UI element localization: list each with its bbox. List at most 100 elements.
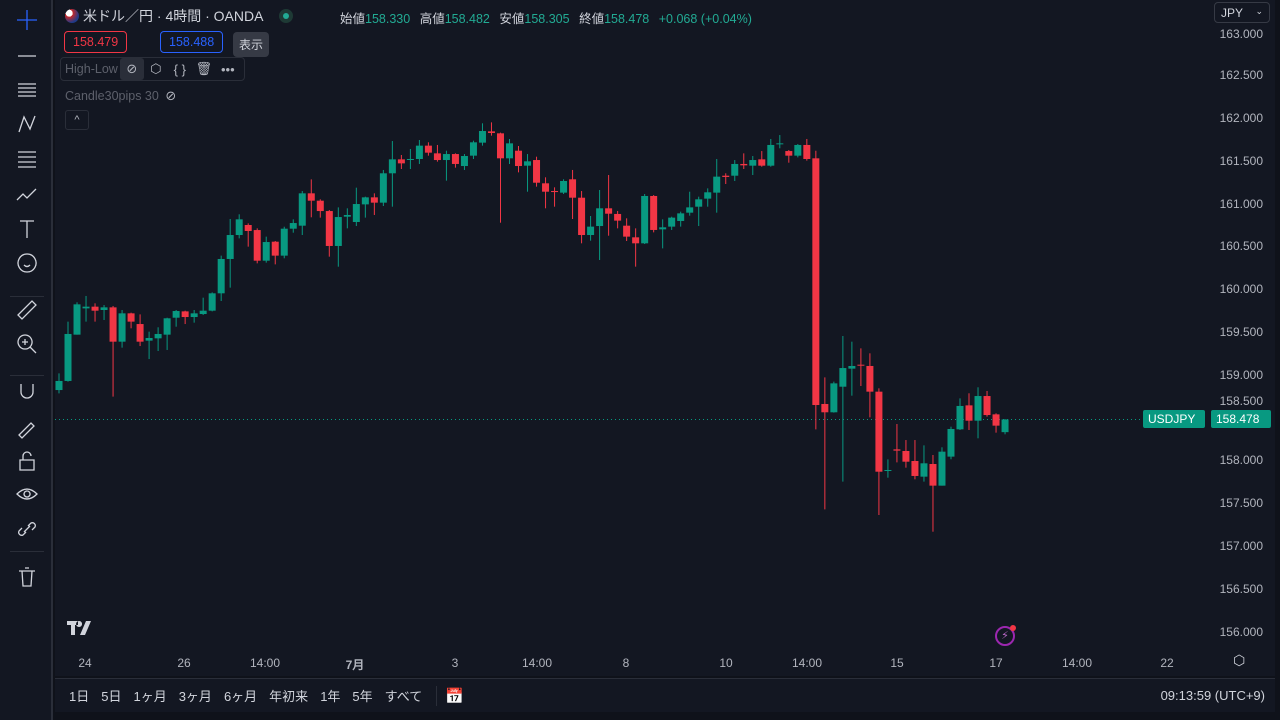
- candle-body: [226, 235, 234, 259]
- range-button[interactable]: 3ヶ月: [178, 689, 212, 704]
- time-tick-label: 14:00: [521, 656, 553, 670]
- candle: [379, 169, 387, 206]
- pattern-icon[interactable]: [12, 110, 42, 138]
- candle: [343, 208, 351, 229]
- link-icon[interactable]: [12, 515, 42, 543]
- indicator-high-low[interactable]: High-Low ⊘ ⬡ { } 🗑 •••: [60, 57, 245, 81]
- axis-settings-icon[interactable]: ⬡: [1233, 652, 1246, 668]
- goto-date-icon[interactable]: 📅: [445, 687, 464, 705]
- symbol-legend[interactable]: 米ドル／円 · 4時間 · OANDA: [65, 6, 294, 26]
- candle: [190, 310, 198, 323]
- ohlc-readout: 始値158.330 高値158.482 安値158.305 終値158.478 …: [340, 8, 758, 27]
- candle: [307, 179, 315, 218]
- candle-body: [848, 365, 856, 369]
- clock[interactable]: 09:13:59 (UTC+9): [1160, 688, 1265, 703]
- forecast-icon[interactable]: [12, 180, 42, 208]
- tradingview-logo[interactable]: [67, 620, 97, 636]
- candle: [713, 159, 721, 213]
- candle: [578, 191, 586, 244]
- candle-body: [740, 163, 748, 166]
- candle: [235, 214, 243, 239]
- candle: [424, 142, 432, 156]
- trend-line-icon[interactable]: [12, 42, 42, 70]
- candle-body: [271, 241, 279, 256]
- candle-body: [821, 403, 829, 413]
- candle: [929, 455, 937, 532]
- price-axis[interactable]: 163.000 162.500 162.000 161.500 161.000 160.5…: [1150, 0, 1275, 650]
- candle: [217, 255, 225, 302]
- sell-price-button[interactable]: 158.479: [64, 31, 128, 53]
- range-button[interactable]: 5年: [352, 689, 373, 704]
- fib-icon[interactable]: [12, 145, 42, 173]
- candle-body: [82, 306, 90, 309]
- price-tick-label: 156.500: [1219, 581, 1263, 596]
- eye-off-icon[interactable]: ⊘: [165, 88, 177, 103]
- eye-off-icon[interactable]: ⊘: [119, 58, 144, 80]
- price-tick-label: 158.500: [1219, 394, 1263, 409]
- candle: [947, 426, 955, 460]
- candle-body: [614, 213, 622, 221]
- candle-body: [478, 131, 486, 143]
- range-button[interactable]: 1ヶ月: [133, 689, 167, 704]
- range-button[interactable]: すべて: [384, 689, 423, 704]
- range-button[interactable]: 5日: [101, 689, 122, 704]
- candle: [397, 154, 405, 170]
- candle: [830, 381, 838, 413]
- range-button[interactable]: 1年: [320, 689, 341, 704]
- candle-body: [388, 159, 396, 174]
- unlock-icon[interactable]: [12, 447, 42, 475]
- candle: [208, 292, 216, 312]
- candle-body: [352, 204, 360, 223]
- settings-icon[interactable]: ⬡: [150, 61, 162, 76]
- candle: [433, 144, 441, 162]
- candlestick-plot[interactable]: [55, 0, 1275, 650]
- divider: [436, 685, 438, 706]
- candle: [686, 191, 694, 216]
- buy-price-button[interactable]: 158.488: [160, 31, 224, 53]
- more-icon[interactable]: •••: [220, 61, 235, 77]
- price-tick-label: 159.500: [1219, 325, 1263, 339]
- trash-icon[interactable]: [12, 563, 42, 591]
- emoji-icon[interactable]: [12, 249, 42, 277]
- us-flag-icon: [65, 9, 79, 23]
- candle-body: [343, 214, 351, 217]
- eye-icon[interactable]: [12, 480, 42, 508]
- candle: [677, 211, 685, 227]
- range-button[interactable]: 1日: [69, 689, 90, 704]
- candle: [55, 373, 63, 394]
- lightning-alert-icon[interactable]: ⚡: [995, 625, 1016, 646]
- candle-body: [208, 293, 216, 311]
- high-value: 158.482: [444, 12, 490, 26]
- crosshair-icon[interactable]: [12, 6, 42, 34]
- candle: [596, 189, 604, 261]
- indicator-candle30pips[interactable]: Candle30pips 30 ⊘: [65, 84, 183, 108]
- candle-body: [569, 179, 577, 198]
- toolbar-divider: [10, 551, 44, 552]
- candle: [983, 390, 991, 417]
- magnet-icon[interactable]: [12, 378, 42, 406]
- candle-body: [415, 145, 423, 160]
- zoom-in-icon[interactable]: [12, 330, 42, 358]
- ruler-icon[interactable]: [12, 296, 42, 324]
- time-tick-label: 24: [78, 656, 92, 670]
- candle: [560, 179, 568, 195]
- candle: [136, 314, 144, 347]
- candle-body: [641, 195, 649, 244]
- chart-area[interactable]: 米ドル／円 · 4時間 · OANDA 始値158.330 高値158.482 …: [55, 0, 1275, 676]
- candle: [334, 207, 342, 267]
- text-icon[interactable]: [12, 215, 42, 243]
- candle: [551, 187, 559, 207]
- trash-icon[interactable]: 🗑: [195, 61, 213, 76]
- candle-body: [578, 197, 586, 236]
- horizontal-lines-icon[interactable]: [12, 76, 42, 104]
- collapse-legend-button[interactable]: ^: [65, 110, 89, 130]
- candle-body: [55, 380, 63, 391]
- candle-body: [190, 313, 198, 318]
- source-code-icon[interactable]: { }: [173, 61, 186, 77]
- range-button[interactable]: 6ヶ月: [223, 689, 258, 704]
- lock-drawing-icon[interactable]: [12, 413, 42, 441]
- currency-select[interactable]: JPY ⌄: [1214, 2, 1270, 23]
- candle: [956, 398, 964, 431]
- range-button[interactable]: 年初来: [269, 689, 309, 704]
- candle: [857, 348, 865, 387]
